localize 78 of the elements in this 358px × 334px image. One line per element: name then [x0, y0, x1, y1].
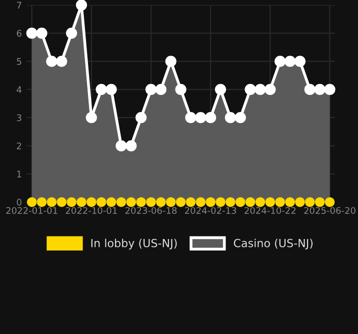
x-tick-label: 2023-06-18 [125, 207, 177, 214]
point [196, 197, 206, 207]
point [156, 197, 166, 207]
point [314, 84, 326, 96]
point [324, 84, 336, 96]
point [295, 197, 305, 207]
point [214, 84, 226, 96]
point [254, 84, 266, 96]
point [264, 84, 276, 96]
point [66, 197, 76, 207]
point [285, 197, 295, 207]
y-tick-label: 7 [16, 2, 22, 8]
point [116, 197, 126, 207]
y-tick-label: 6 [16, 30, 22, 37]
x-tick-label: 2022-10-01 [66, 207, 117, 214]
point [274, 56, 286, 67]
point [126, 197, 136, 207]
point [195, 112, 206, 124]
point [26, 28, 38, 39]
point [96, 84, 107, 96]
point [224, 112, 236, 124]
point [116, 140, 127, 152]
point [166, 197, 176, 207]
point [206, 197, 216, 207]
point [275, 197, 285, 207]
point [284, 56, 296, 67]
point [106, 197, 116, 207]
point [175, 84, 186, 96]
y-tick-label: 0 [16, 198, 22, 206]
legend-label: Casino (US-NJ) [234, 238, 313, 250]
point [66, 28, 78, 39]
point [106, 84, 117, 96]
point [165, 56, 176, 67]
point [234, 112, 246, 124]
point [136, 197, 146, 207]
point [136, 112, 147, 124]
point [86, 112, 97, 124]
x-tick-label: 2024-10-22 [244, 207, 296, 214]
y-tick-label: 3 [16, 114, 22, 122]
point [76, 0, 88, 11]
point [126, 140, 137, 152]
point [226, 197, 236, 207]
x-tick-label: 2024-02-13 [185, 207, 236, 214]
point [245, 197, 256, 207]
point [314, 197, 325, 207]
point [145, 84, 157, 96]
point [305, 197, 315, 207]
legend-label: In lobby (US-NJ) [91, 238, 177, 250]
point [205, 112, 216, 124]
point [56, 56, 68, 67]
point [86, 197, 96, 207]
y-tick-label: 5 [16, 58, 22, 65]
point [76, 197, 86, 207]
y-tick-label: 2 [16, 142, 22, 150]
point [176, 197, 186, 207]
y-tick-label: 1 [17, 170, 22, 178]
point [294, 56, 306, 67]
point [96, 197, 106, 207]
point [236, 197, 246, 207]
point [186, 197, 196, 207]
x-tick-label: 2022-01-01 [6, 207, 58, 214]
point [265, 197, 276, 207]
point [36, 28, 48, 39]
point [56, 197, 66, 207]
point [244, 84, 256, 96]
y-tick-label: 4 [16, 86, 22, 93]
point [46, 56, 58, 67]
point [255, 197, 266, 207]
point [324, 197, 335, 207]
point [26, 197, 37, 207]
point [185, 112, 196, 124]
point [155, 84, 166, 96]
point [36, 197, 47, 207]
point [304, 84, 316, 96]
point [216, 197, 226, 207]
x-tick-label: 2025-06-20 [304, 207, 356, 214]
point [146, 197, 156, 207]
point [46, 197, 57, 207]
